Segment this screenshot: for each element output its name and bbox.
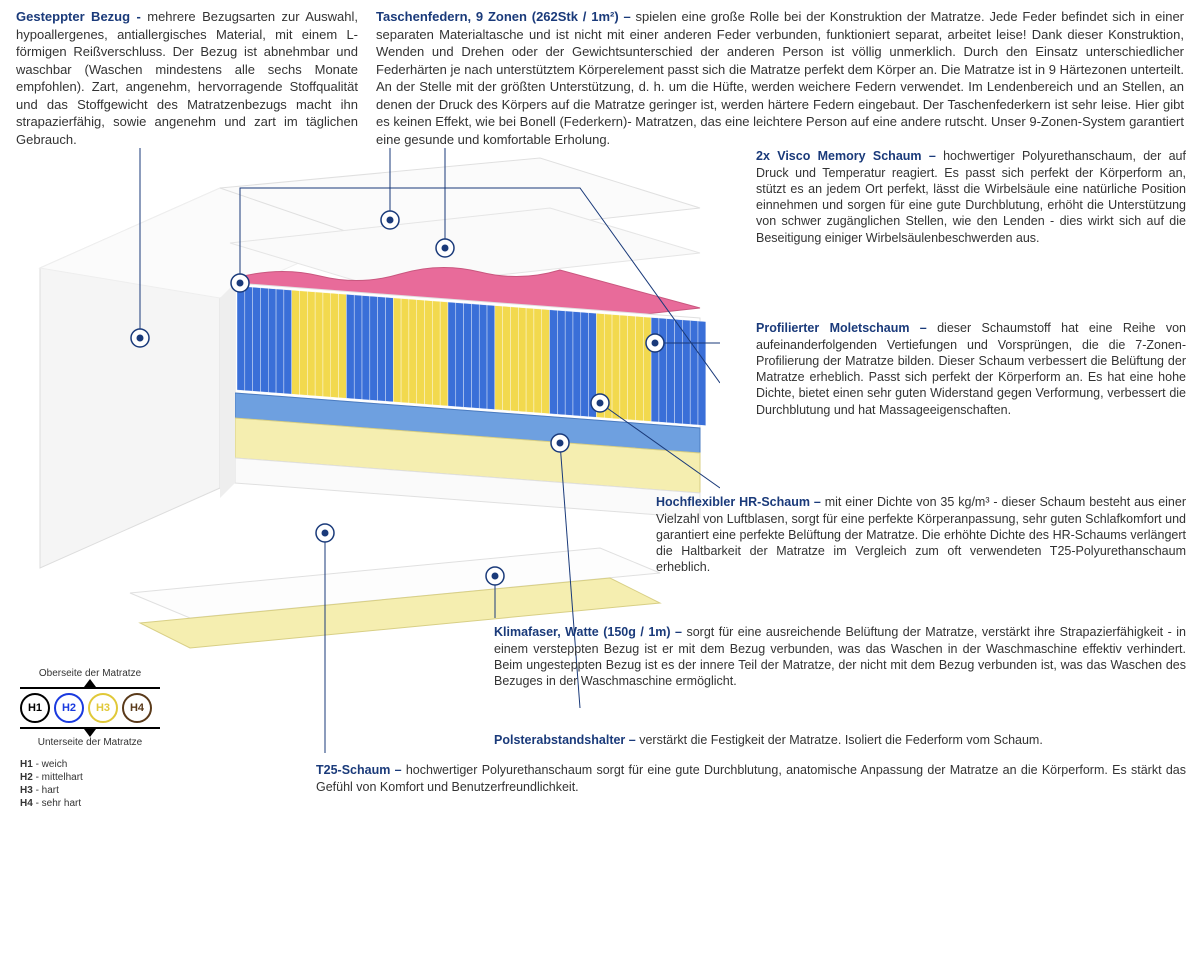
- springs-description: Taschenfedern, 9 Zonen (262Stk / 1m²) – …: [376, 8, 1184, 148]
- legend-line: [20, 687, 160, 689]
- arrow-down-icon: [84, 729, 96, 737]
- t25-description: T25-Schaum – hochwertiger Polyurethansch…: [316, 762, 1186, 795]
- hardness-circles: H1H2H3H4: [20, 693, 160, 723]
- springs-title: Taschenfedern, 9 Zonen (262Stk / 1m²) –: [376, 9, 636, 24]
- hr-marker: [591, 394, 609, 412]
- hr-description: Hochflexibler HR-Schaum – mit einer Dich…: [656, 494, 1186, 575]
- hardness-circle-h1: H1: [20, 693, 50, 723]
- hardness-circle-h4: H4: [122, 693, 152, 723]
- molet-description: Profilierter Moletschaum – dieser Schaum…: [756, 320, 1186, 418]
- hardness-item-h3: H3 - hart: [20, 784, 160, 797]
- polster-marker: [551, 434, 569, 452]
- klima-description: Klimafaser, Watte (150g / 1m) – sorgt fü…: [494, 624, 1186, 689]
- hardness-legend: Oberseite der Matratze H1H2H3H4 Untersei…: [20, 668, 160, 810]
- visco-marker-2: [646, 334, 664, 352]
- cover-body: mehrere Bezugsarten zur Auswahl, hypoall…: [16, 9, 358, 147]
- hardness-circle-h3: H3: [88, 693, 118, 723]
- polster-description: Polsterabstandshalter – verstärkt die Fe…: [494, 732, 1186, 748]
- hardness-item-h2: H2 - mittelhart: [20, 771, 160, 784]
- t25-marker: [316, 524, 334, 542]
- arrow-up-icon: [84, 679, 96, 687]
- springs-marker: [436, 239, 454, 257]
- molet-marker: [231, 274, 249, 292]
- hardness-list: H1 - weichH2 - mittelhartH3 - hartH4 - s…: [20, 758, 160, 810]
- cover-description: Gesteppter Bezug - mehrere Bezugsarten z…: [16, 8, 358, 148]
- visco-marker-1: [381, 211, 399, 229]
- springs-body: spielen eine große Rolle bei der Konstru…: [376, 9, 1184, 147]
- hardness-item-h4: H4 - sehr hart: [20, 797, 160, 810]
- klima-marker: [486, 567, 504, 585]
- legend-top-label: Oberseite der Matratze: [20, 668, 160, 679]
- visco-description: 2x Visco Memory Schaum – hochwertiger Po…: [756, 148, 1186, 246]
- hardness-circle-h2: H2: [54, 693, 84, 723]
- legend-bottom-label: Unterseite der Matratze: [20, 737, 160, 748]
- cover-marker: [131, 329, 149, 347]
- cover-title: Gesteppter Bezug -: [16, 9, 147, 24]
- hardness-item-h1: H1 - weich: [20, 758, 160, 771]
